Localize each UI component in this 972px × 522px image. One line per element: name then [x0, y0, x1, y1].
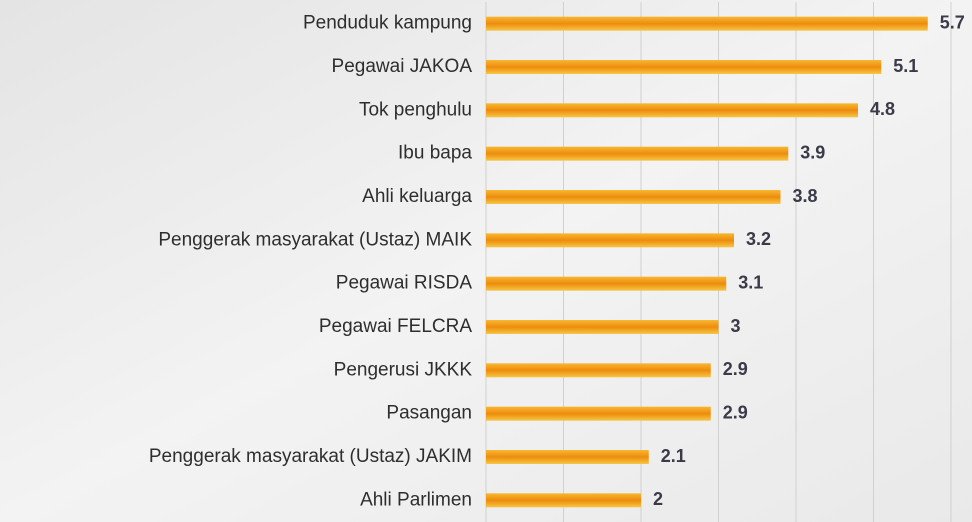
y-tick-label: Ahli Parlimen [360, 489, 472, 510]
bar [486, 17, 928, 31]
y-tick-label: Penduduk kampung [303, 13, 472, 34]
y-tick-label: Ibu bapa [398, 143, 472, 164]
y-tick-label: Tok penghulu [359, 99, 472, 120]
page: Penduduk kampung 5.7 Pegawai JAKOA 5.1 Tok p… [0, 0, 972, 522]
bar [486, 320, 719, 334]
value-label: 2 [653, 489, 663, 509]
bar [486, 190, 781, 204]
y-tick-label: Pasangan [386, 403, 472, 424]
value-label: 2.9 [723, 402, 748, 422]
value-label: 3 [731, 316, 741, 336]
y-tick-label: Ahli keluarga [362, 186, 472, 207]
bar [486, 147, 788, 161]
chart: Penduduk kampung 5.7 Pegawai JAKOA 5.1 Tok p… [0, 0, 972, 522]
y-tick-label: Pengerusi JKKK [334, 359, 473, 380]
y-tick-label: Pegawai FELCRA [319, 316, 472, 337]
bar [486, 450, 649, 464]
y-tick-label: Pegawai RISDA [336, 273, 473, 294]
bar [486, 60, 881, 74]
value-label: 3.2 [746, 229, 771, 249]
value-label: 2.1 [661, 446, 686, 466]
y-tick-label: Pegawai JAKOA [332, 56, 473, 77]
bar [486, 103, 858, 117]
bar [486, 233, 734, 247]
value-label: 5.7 [940, 12, 965, 32]
bar [486, 363, 711, 377]
value-label: 4.8 [870, 99, 895, 119]
value-label: 5.1 [893, 56, 918, 76]
y-tick-label: Penggerak masyarakat (Ustaz) MAIK [158, 229, 472, 250]
value-label: 3.8 [793, 186, 818, 206]
bar [486, 277, 726, 291]
bar [486, 407, 711, 421]
y-tick-label: Penggerak masyarakat (Ustaz) JAKIM [149, 446, 472, 467]
value-label: 2.9 [723, 359, 748, 379]
bar [486, 493, 641, 507]
value-label: 3.1 [738, 272, 763, 292]
value-label: 3.9 [800, 142, 825, 162]
